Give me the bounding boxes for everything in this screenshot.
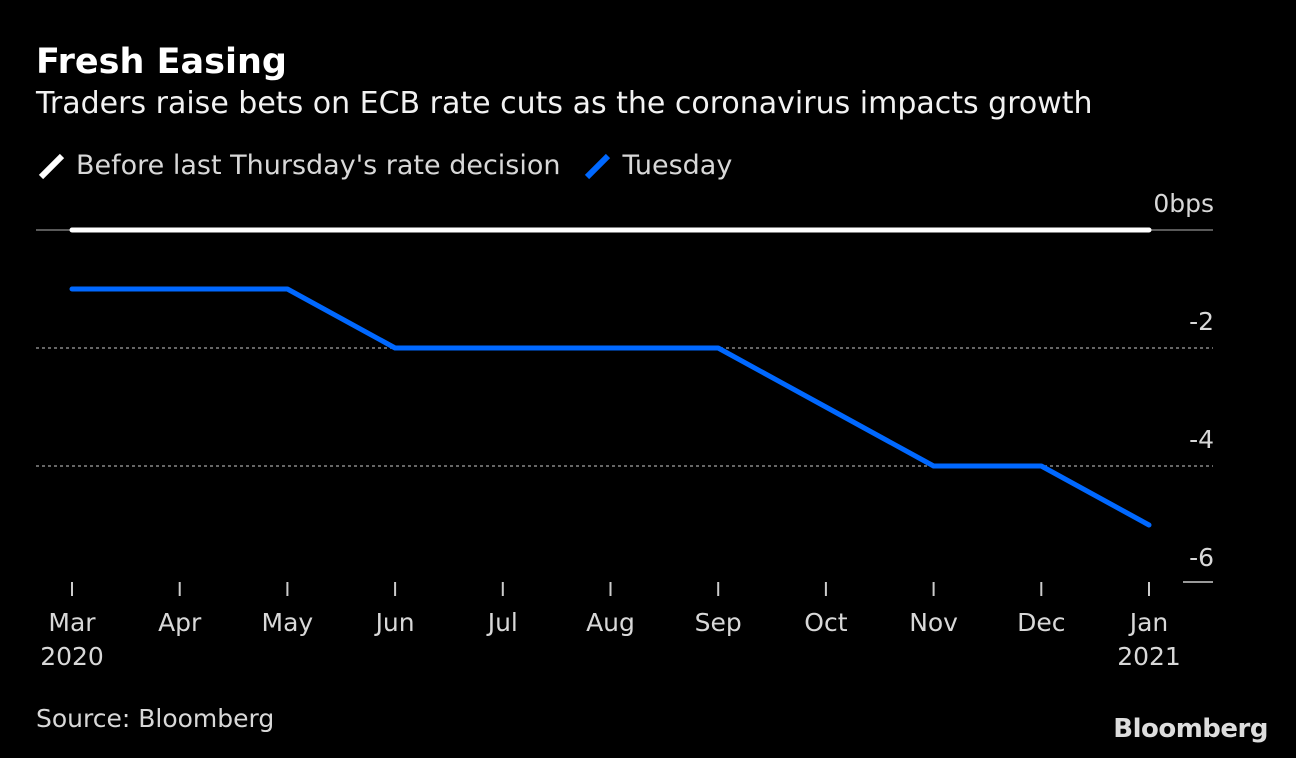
- x-tick-label: May: [262, 608, 314, 637]
- x-tick-label: Oct: [804, 608, 847, 637]
- x-tick-label: Sep: [695, 608, 742, 637]
- series-line-1: [69, 286, 1152, 528]
- y-tick-label: -6: [1189, 543, 1214, 572]
- x-tick-year: 2020: [40, 642, 104, 671]
- legend-label-before: Before last Thursday's rate decision: [76, 150, 561, 181]
- chart-subtitle: Traders raise bets on ECB rate cuts as t…: [36, 86, 1093, 121]
- x-tick-label: Aug: [586, 608, 635, 637]
- legend-swatch-blue-icon: [585, 153, 611, 179]
- x-tick-label: Jun: [374, 608, 415, 637]
- bloomberg-logo: Bloomberg: [1113, 714, 1268, 744]
- x-tick-label: Dec: [1017, 608, 1065, 637]
- legend-swatch-white-icon: [38, 153, 65, 179]
- chart-title: Fresh Easing: [36, 42, 287, 82]
- y-tick-label: 0bps: [1153, 189, 1214, 218]
- x-tick-year: 2021: [1117, 642, 1181, 671]
- x-tick-label: Apr: [158, 608, 202, 637]
- legend: Before last Thursday's rate decision Tue…: [36, 150, 754, 181]
- x-tick-label: Nov: [909, 608, 958, 637]
- x-tick-label: Jul: [486, 608, 518, 637]
- legend-item-tuesday: Tuesday: [582, 150, 732, 181]
- x-tick-label: Mar: [48, 608, 96, 637]
- source-note: Source: Bloomberg: [36, 704, 275, 733]
- y-tick-label: -2: [1189, 307, 1214, 336]
- y-tick-label: -4: [1189, 425, 1214, 454]
- x-tick-label: Jan: [1128, 608, 1169, 637]
- legend-label-tuesday: Tuesday: [622, 150, 733, 181]
- legend-item-before: Before last Thursday's rate decision: [36, 150, 560, 181]
